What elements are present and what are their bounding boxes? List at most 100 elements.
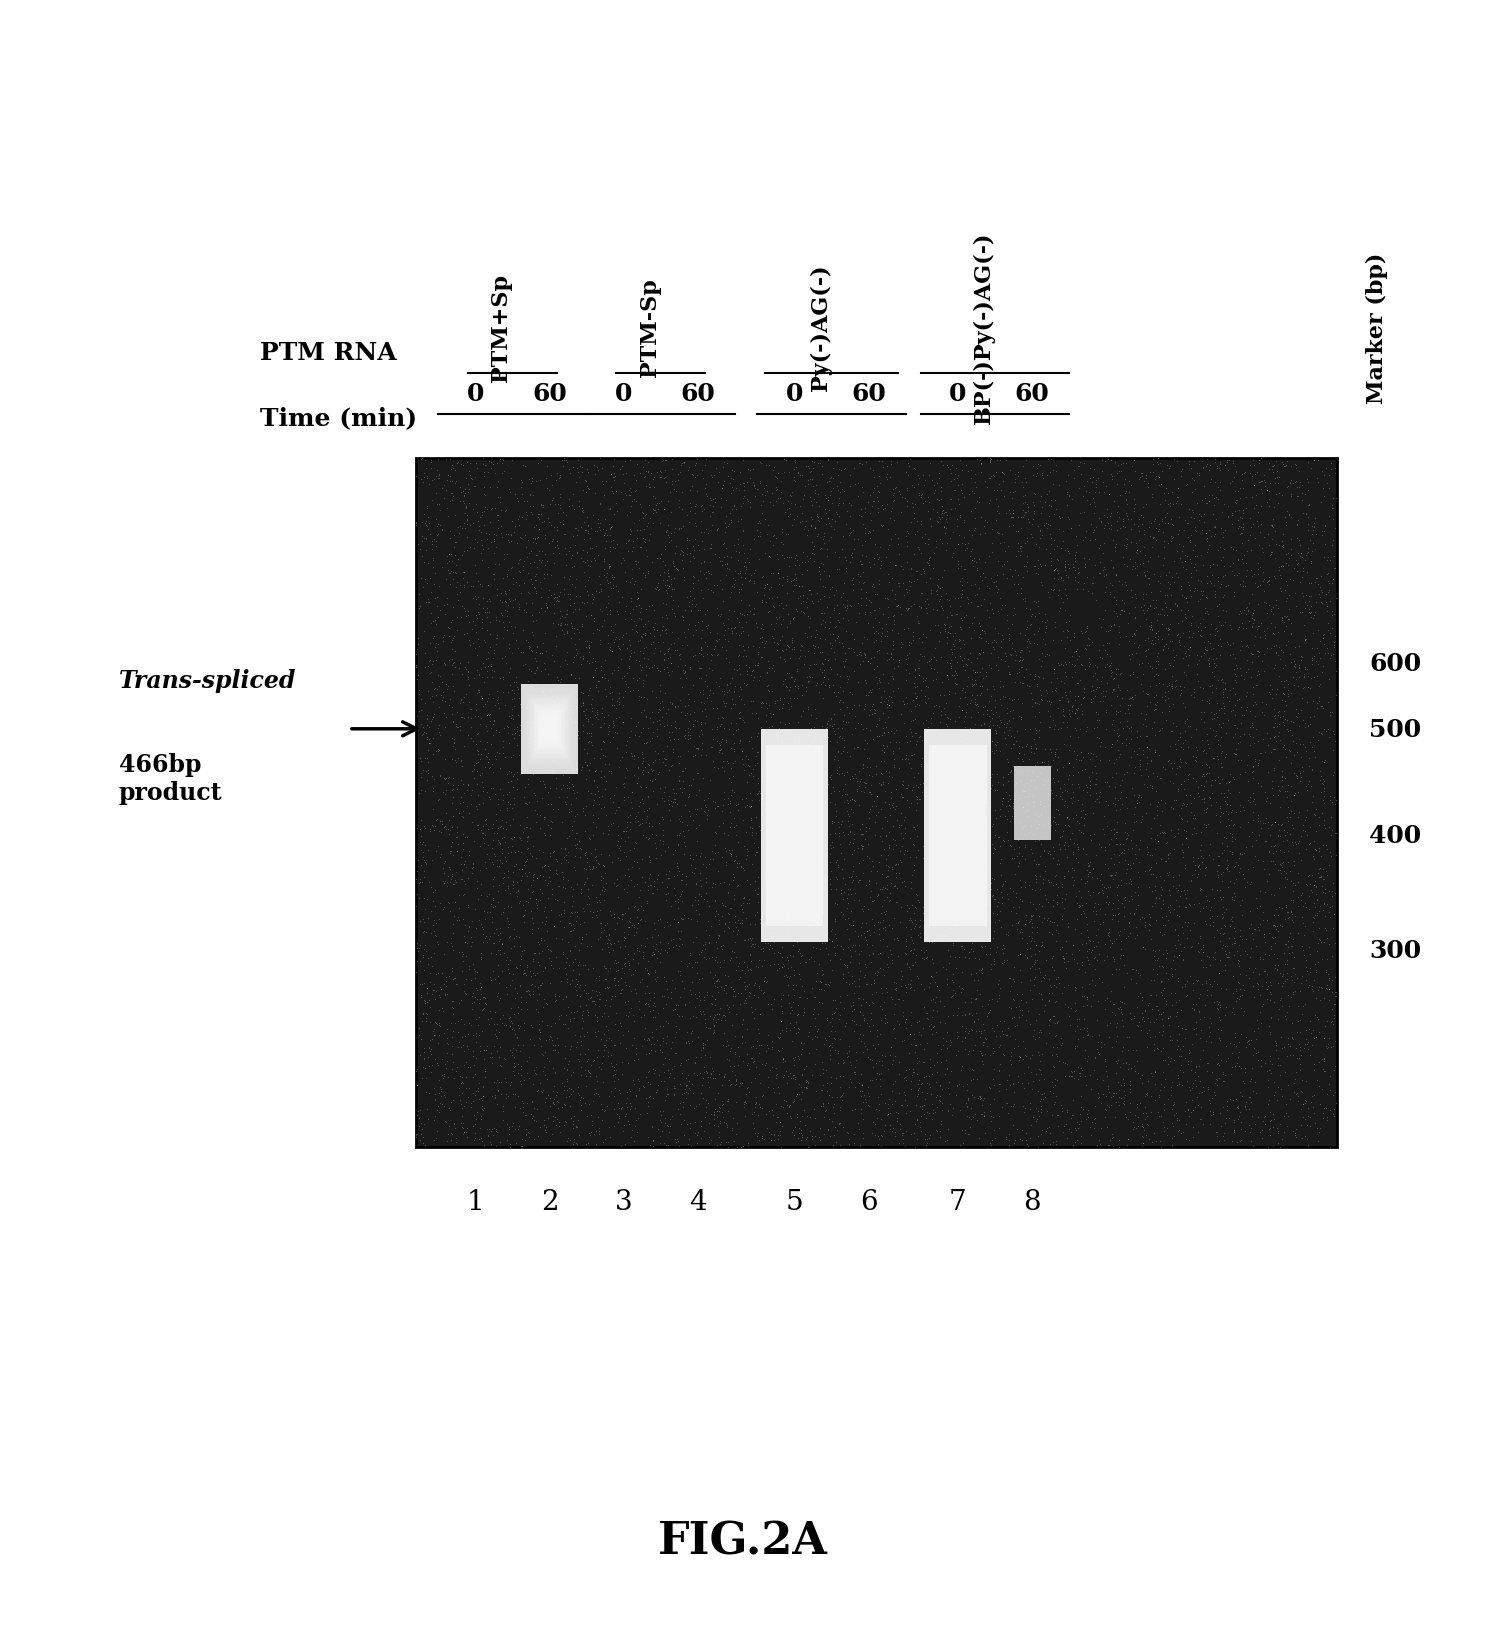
Point: [440, 777, 463, 803]
Point: [621, 960, 644, 987]
Point: [924, 969, 947, 995]
Point: [772, 900, 796, 926]
Point: [1261, 685, 1285, 711]
Point: [539, 562, 563, 588]
Point: [740, 662, 763, 688]
Point: [619, 606, 643, 633]
Point: [904, 728, 928, 754]
Point: [1032, 465, 1056, 492]
Point: [1126, 860, 1149, 887]
Point: [784, 659, 808, 685]
Point: [992, 936, 1016, 962]
Point: [1157, 1051, 1181, 1077]
Point: [1086, 1085, 1109, 1111]
Point: [892, 841, 916, 867]
Point: [561, 1078, 585, 1105]
Point: [480, 665, 503, 692]
Point: [683, 1119, 707, 1146]
Point: [475, 521, 499, 547]
Point: [552, 611, 576, 638]
Point: [454, 495, 478, 521]
Point: [1047, 516, 1071, 543]
Point: [827, 690, 851, 716]
Point: [790, 974, 814, 1000]
Point: [1224, 682, 1247, 708]
Point: [1026, 956, 1050, 982]
Point: [787, 1124, 811, 1151]
Point: [704, 456, 728, 482]
Point: [915, 1126, 939, 1152]
Point: [1167, 987, 1191, 1013]
Point: [937, 456, 961, 482]
Point: [1178, 624, 1201, 651]
Point: [411, 1046, 435, 1072]
Point: [444, 552, 468, 579]
Point: [514, 1116, 538, 1142]
Point: [416, 905, 440, 931]
Point: [621, 534, 644, 561]
Point: [1293, 623, 1317, 649]
Point: [787, 936, 811, 962]
Point: [686, 1119, 710, 1146]
Point: [521, 978, 545, 1005]
Point: [486, 890, 509, 916]
Point: [558, 972, 582, 998]
Point: [1182, 1016, 1206, 1042]
Point: [1163, 675, 1187, 701]
Point: [459, 574, 483, 600]
Point: [1124, 970, 1148, 997]
Point: [613, 764, 637, 790]
Point: [769, 1000, 793, 1026]
Point: [598, 534, 622, 561]
Point: [892, 1065, 916, 1092]
Point: [612, 928, 636, 954]
Point: [603, 1054, 627, 1080]
Point: [419, 661, 443, 687]
Bar: [544, 720, 555, 738]
Point: [723, 915, 747, 941]
Point: [839, 474, 863, 500]
Point: [717, 1067, 741, 1093]
Point: [1002, 1036, 1026, 1062]
Point: [800, 493, 824, 520]
Point: [587, 706, 610, 733]
Point: [1120, 472, 1143, 498]
Point: [900, 1059, 924, 1085]
Point: [692, 1001, 716, 1028]
Point: [492, 543, 515, 569]
Point: [734, 987, 757, 1013]
Point: [1106, 1128, 1130, 1154]
Point: [1238, 506, 1262, 533]
Point: [1097, 516, 1121, 543]
Point: [588, 1057, 612, 1083]
Point: [924, 636, 947, 662]
Point: [719, 510, 742, 536]
Point: [500, 1110, 524, 1136]
Point: [1206, 988, 1230, 1015]
Point: [1032, 1067, 1056, 1093]
Point: [1282, 1070, 1305, 1096]
Point: [561, 600, 585, 626]
Point: [892, 972, 916, 998]
Point: [682, 672, 705, 698]
Point: [1227, 846, 1250, 872]
Point: [456, 598, 480, 624]
Point: [493, 744, 517, 770]
Point: [722, 467, 745, 493]
Point: [744, 610, 768, 636]
Point: [1252, 992, 1276, 1018]
Point: [407, 1113, 431, 1139]
Point: [955, 536, 979, 562]
Point: [955, 1095, 979, 1121]
Point: [811, 669, 835, 695]
Point: [637, 844, 661, 870]
Point: [477, 682, 500, 708]
Point: [506, 506, 530, 533]
Point: [688, 538, 711, 564]
Point: [551, 733, 575, 759]
Point: [894, 523, 918, 549]
Point: [416, 767, 440, 793]
Point: [965, 747, 989, 774]
Point: [980, 464, 1004, 490]
Point: [1160, 793, 1184, 820]
